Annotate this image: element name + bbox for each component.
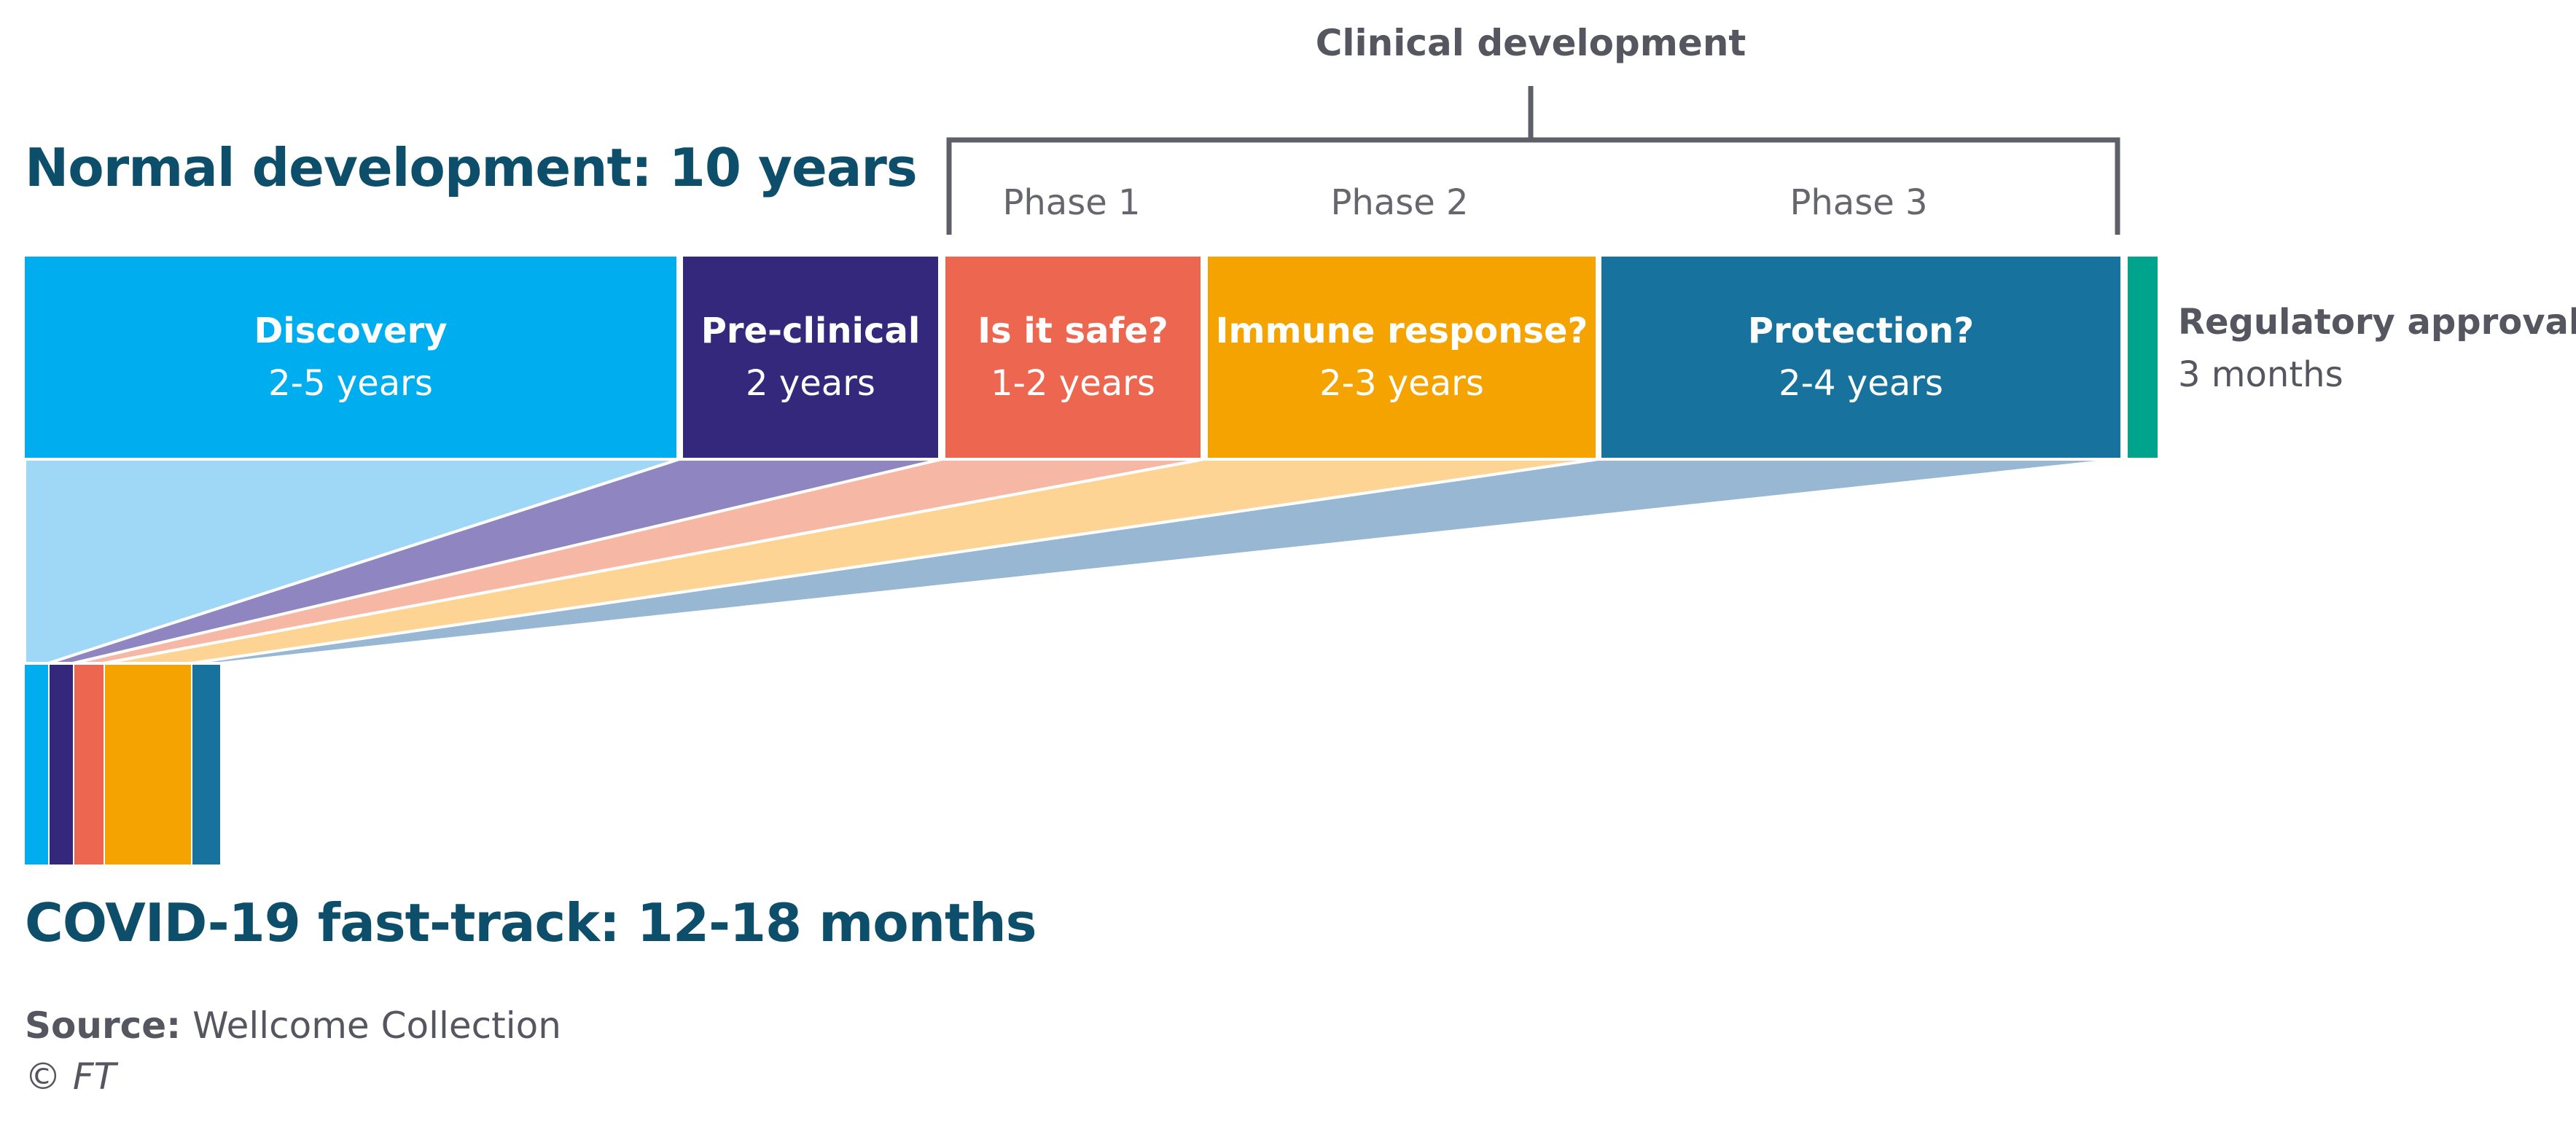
source-label: Source: — [25, 1004, 182, 1047]
pre-clinical-stage: Pre-clinical 2 years — [683, 257, 938, 458]
fast-track-title: COVID-19 fast-track: 12-18 months — [25, 892, 1037, 953]
phase-1-fast-track-bar — [74, 665, 104, 865]
phase-2-label: Phase 2 — [1330, 182, 1469, 223]
clinical-development-label: Clinical development — [1315, 22, 1746, 64]
discovery-stage: Discovery 2-5 years — [25, 257, 676, 458]
discovery-duration: 2-5 years — [268, 363, 433, 404]
phase-1-title: Is it safe? — [977, 311, 1168, 351]
regulatory-approval-title: Regulatory approval — [2178, 302, 2576, 343]
phase-1-duration: 1-2 years — [991, 363, 1155, 404]
source-text: Wellcome Collection — [192, 1004, 561, 1047]
clinical-bracket — [946, 86, 2120, 235]
pre-clinical-fast-track-bar — [50, 665, 73, 865]
phase-3-title: Protection? — [1747, 311, 1975, 351]
normal-development-title: Normal development: 10 years — [25, 137, 918, 198]
pre-clinical-duration: 2 years — [746, 363, 875, 404]
discovery-title: Discovery — [254, 311, 448, 351]
phase-3-fast-track-bar — [192, 665, 220, 865]
source-line: Source: Wellcome Collection — [25, 1004, 561, 1047]
phase-3-stage: Protection? 2-4 years — [1601, 257, 2120, 458]
phase-1-label: Phase 1 — [1002, 182, 1141, 223]
pre-clinical-title: Pre-clinical — [700, 311, 921, 351]
phase-3-label: Phase 3 — [1789, 182, 1928, 223]
phase-2-fast-track-bar — [105, 665, 191, 865]
discovery-fast-track-bar — [25, 665, 48, 865]
phase-2-title: Immune response? — [1215, 311, 1588, 351]
phase-2-stage: Immune response? 2-3 years — [1208, 257, 1596, 458]
phase-1-stage: Is it safe? 1-2 years — [945, 257, 1201, 458]
phase-3-duration: 2-4 years — [1779, 363, 1943, 404]
phase-2-duration: 2-3 years — [1319, 363, 1484, 404]
phase-3-fan-connector — [190, 458, 2124, 665]
fan-connectors — [23, 458, 2124, 665]
fast-track-bars — [25, 665, 220, 865]
regulatory-approval-bar — [2128, 257, 2158, 458]
copyright: © FT — [25, 1055, 117, 1098]
regulatory-approval-duration: 3 months — [2178, 354, 2343, 395]
